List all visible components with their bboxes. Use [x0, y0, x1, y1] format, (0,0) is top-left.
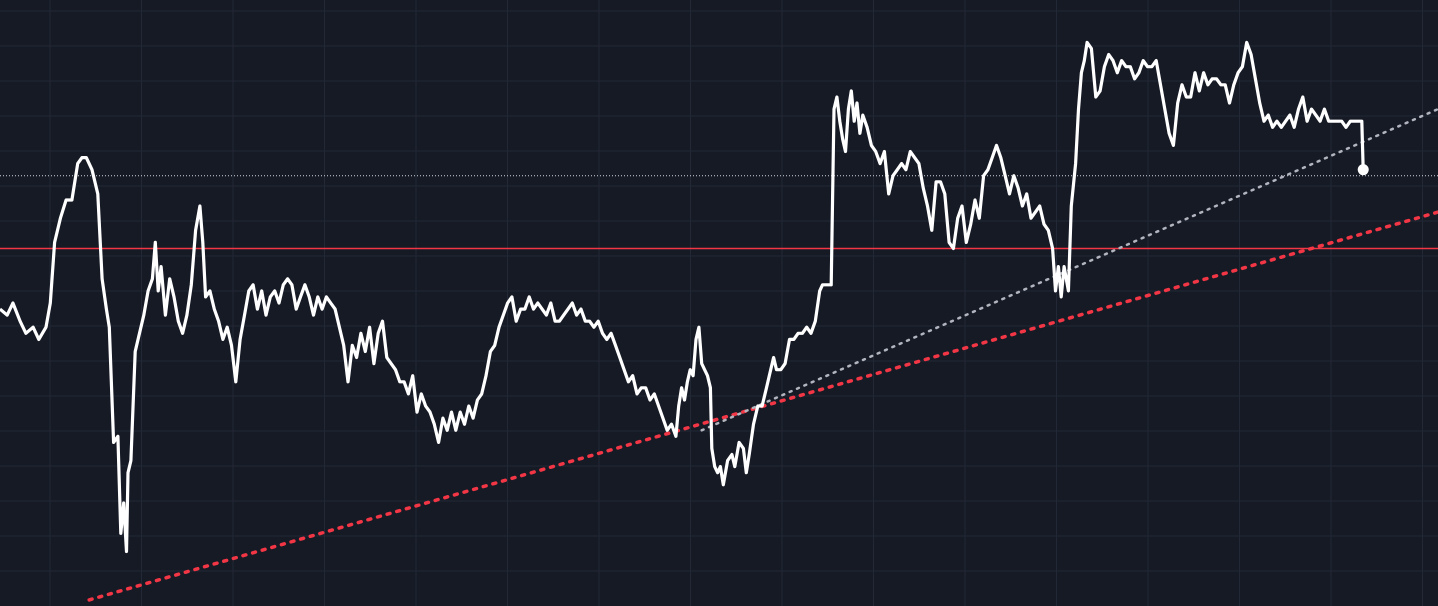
marker-group: [1357, 164, 1369, 176]
price-line[interactable]: [0, 40, 1365, 554]
last-price-marker: [1357, 164, 1369, 176]
series-group: [0, 40, 1438, 602]
